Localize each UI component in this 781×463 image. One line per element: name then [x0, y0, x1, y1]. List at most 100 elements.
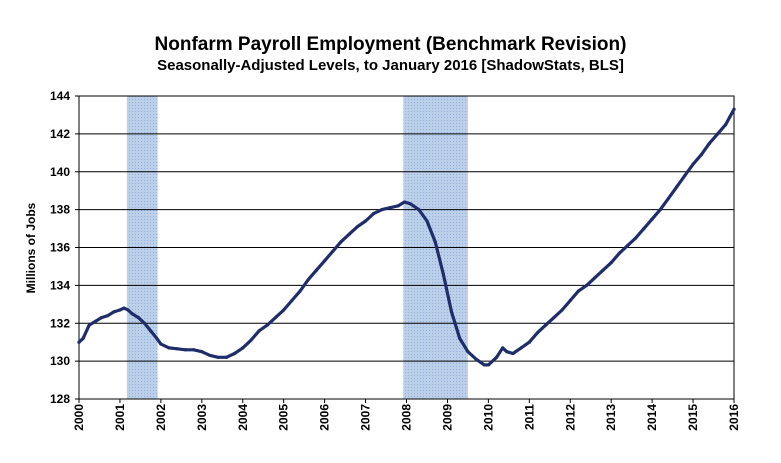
x-tick-label: 2014 — [645, 404, 659, 431]
data-point — [149, 329, 153, 333]
data-point — [112, 310, 116, 314]
data-point — [388, 206, 392, 210]
x-tick-label: 2011 — [522, 404, 536, 430]
y-tick-label: 144 — [50, 89, 70, 103]
data-point — [675, 185, 679, 189]
data-point — [372, 211, 376, 216]
data-point — [617, 251, 621, 255]
y-tick-label: 128 — [50, 392, 70, 406]
x-tick-label: 2004 — [236, 404, 250, 431]
data-point — [486, 363, 490, 367]
data-point — [347, 232, 351, 236]
data-point — [593, 276, 597, 280]
series-layer — [77, 107, 736, 367]
chart-subtitle: Seasonally-Adjusted Levels, to January 2… — [157, 57, 624, 74]
x-tick-label: 2009 — [440, 404, 454, 431]
data-point — [441, 272, 445, 276]
x-axis: 2000 2001 2002 2003 2004 2005 2006 2007 2008 2009… — [72, 399, 741, 431]
data-point — [728, 115, 732, 119]
data-point — [511, 351, 515, 356]
data-point — [118, 308, 122, 312]
data-point — [155, 336, 159, 340]
data-point — [273, 315, 278, 320]
data-point — [707, 141, 712, 145]
data-point — [323, 259, 327, 263]
data-point — [183, 348, 188, 352]
x-tick-label: 2007 — [359, 404, 373, 431]
data-point — [257, 329, 261, 333]
x-tick-label: 2003 — [195, 404, 209, 431]
data-point — [396, 204, 400, 208]
data-point — [87, 323, 91, 327]
data-point — [99, 315, 104, 320]
y-axis: 128 130 132 134 136 138 140 142 144 — [50, 89, 79, 406]
data-point — [449, 310, 454, 314]
data-point — [576, 289, 581, 293]
data-point — [482, 363, 486, 367]
data-point — [241, 346, 245, 350]
data-point — [216, 355, 220, 359]
data-point — [724, 122, 728, 127]
data-point — [77, 340, 81, 344]
data-point — [691, 162, 695, 166]
data-point — [699, 153, 703, 157]
data-point — [535, 331, 540, 335]
data-point — [122, 306, 126, 310]
data-point — [527, 340, 531, 344]
data-point — [732, 107, 736, 111]
x-tick-label: 2000 — [72, 404, 86, 431]
data-point — [136, 315, 140, 320]
data-point — [505, 350, 509, 354]
data-point — [126, 308, 130, 312]
data-point — [642, 226, 646, 231]
data-point — [224, 355, 228, 359]
data-point — [544, 323, 548, 327]
data-point — [192, 348, 196, 352]
data-point — [167, 346, 171, 350]
y-tick-label: 130 — [50, 354, 70, 368]
data-point — [519, 346, 523, 350]
x-tick-label: 2001 — [113, 404, 127, 431]
data-point — [417, 208, 421, 212]
data-point — [425, 219, 429, 223]
data-point — [331, 249, 335, 253]
data-point — [81, 336, 85, 340]
data-point — [658, 208, 662, 212]
data-point — [552, 315, 556, 320]
data-point — [568, 298, 572, 303]
x-tick-label: 2006 — [318, 404, 332, 431]
data-point — [609, 261, 613, 265]
data-point — [249, 338, 253, 342]
y-tick-label: 134 — [50, 278, 70, 292]
data-point — [458, 336, 462, 340]
y-tick-label: 142 — [50, 127, 70, 141]
y-tick-label: 140 — [50, 165, 70, 179]
data-point — [585, 283, 589, 287]
x-tick-label: 2010 — [481, 404, 495, 431]
data-point — [402, 200, 407, 204]
x-tick-label: 2008 — [400, 404, 414, 431]
data-point — [363, 219, 368, 223]
chart-title: Nonfarm Payroll Employment (Benchmark Re… — [154, 34, 627, 55]
data-point — [175, 347, 179, 351]
data-point — [494, 355, 499, 359]
data-point — [93, 319, 97, 323]
y-tick-label: 136 — [50, 241, 70, 255]
data-point — [433, 240, 437, 244]
data-point — [625, 244, 630, 248]
data-point — [290, 298, 294, 303]
data-point — [501, 346, 505, 350]
x-tick-label: 2012 — [563, 404, 577, 431]
y-tick-label: 138 — [50, 203, 70, 217]
data-point — [298, 289, 302, 293]
data-point — [159, 342, 163, 346]
x-tick-label: 2013 — [604, 404, 618, 431]
x-tick-label: 2016 — [727, 404, 741, 431]
data-point — [474, 357, 478, 361]
x-tick-label: 2005 — [277, 404, 291, 431]
data-point — [314, 268, 319, 272]
data-point — [200, 350, 204, 354]
data-point — [560, 308, 564, 312]
data-point — [408, 202, 413, 206]
